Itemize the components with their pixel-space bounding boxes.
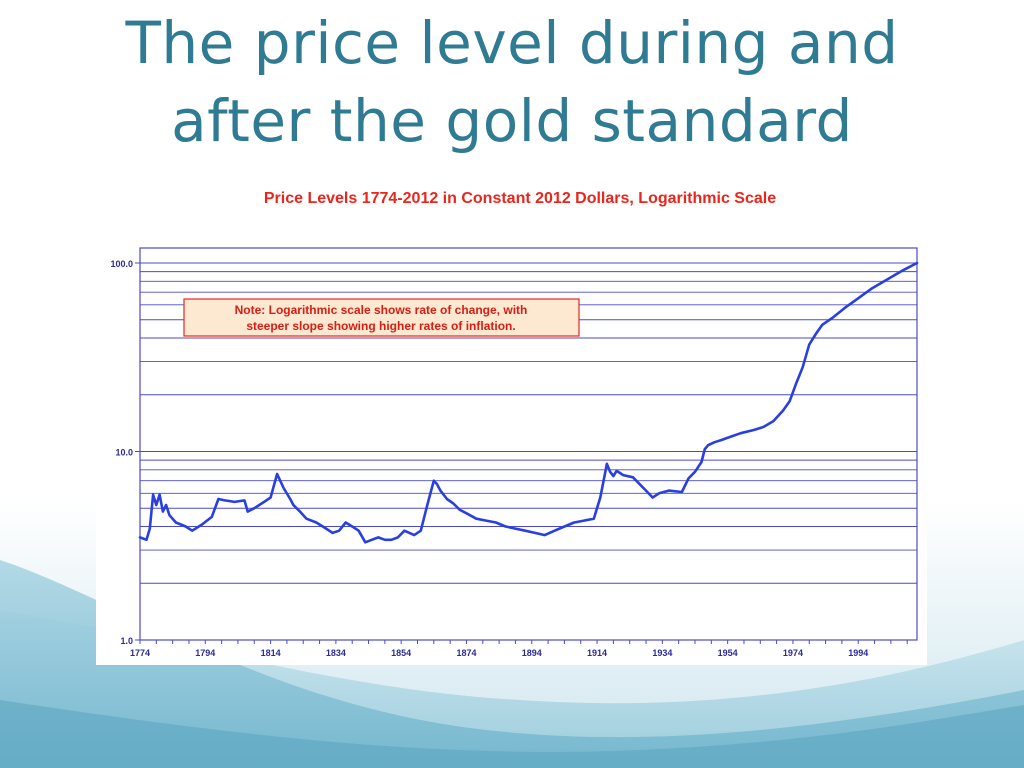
plot-frame xyxy=(139,247,918,641)
x-tick-label: 1934 xyxy=(652,648,672,658)
x-tick-label: 1994 xyxy=(848,648,868,658)
price-level-chart: Price Levels 1774-2012 in Constant 2012 … xyxy=(110,190,919,658)
chart-title: Price Levels 1774-2012 in Constant 2012 … xyxy=(264,190,776,207)
grid-lines xyxy=(140,262,917,584)
x-axis-ticks: 1774 1794 1814 1834 1854 1874 1894 1914 1934 1954… xyxy=(130,640,908,658)
note-line-2: steeper slope showing higher rates of in… xyxy=(246,319,515,333)
x-tick-label: 1854 xyxy=(391,648,411,658)
x-tick-label: 1894 xyxy=(522,648,542,658)
slide-title: The price level during and after the gol… xyxy=(0,4,1024,160)
x-tick-label: 1814 xyxy=(261,648,281,658)
y-axis-ticks: 1.0 10.0 100.0 xyxy=(110,259,140,646)
x-tick-label: 1874 xyxy=(456,648,476,658)
x-tick-label: 1794 xyxy=(195,648,215,658)
x-tick-label: 1914 xyxy=(587,648,607,658)
price-level-line xyxy=(138,261,919,544)
y-tick-label: 10.0 xyxy=(115,448,133,458)
slide-title-line-1: The price level during and xyxy=(125,9,899,77)
note-box-background xyxy=(183,298,580,337)
note-box: Note: Logarithmic scale shows rate of ch… xyxy=(183,298,580,337)
x-tick-label: 1834 xyxy=(326,648,346,658)
y-tick-label: 1.0 xyxy=(120,636,133,646)
x-tick-label: 1774 xyxy=(130,648,150,658)
slide-title-line-2: after the gold standard xyxy=(171,87,853,155)
note-line-1: Note: Logarithmic scale shows rate of ch… xyxy=(235,303,528,317)
chart-figure: Price Levels 1774-2012 in Constant 2012 … xyxy=(96,177,927,665)
y-tick-label: 100.0 xyxy=(110,259,133,269)
x-tick-label: 1954 xyxy=(718,648,738,658)
x-tick-label: 1974 xyxy=(783,648,803,658)
